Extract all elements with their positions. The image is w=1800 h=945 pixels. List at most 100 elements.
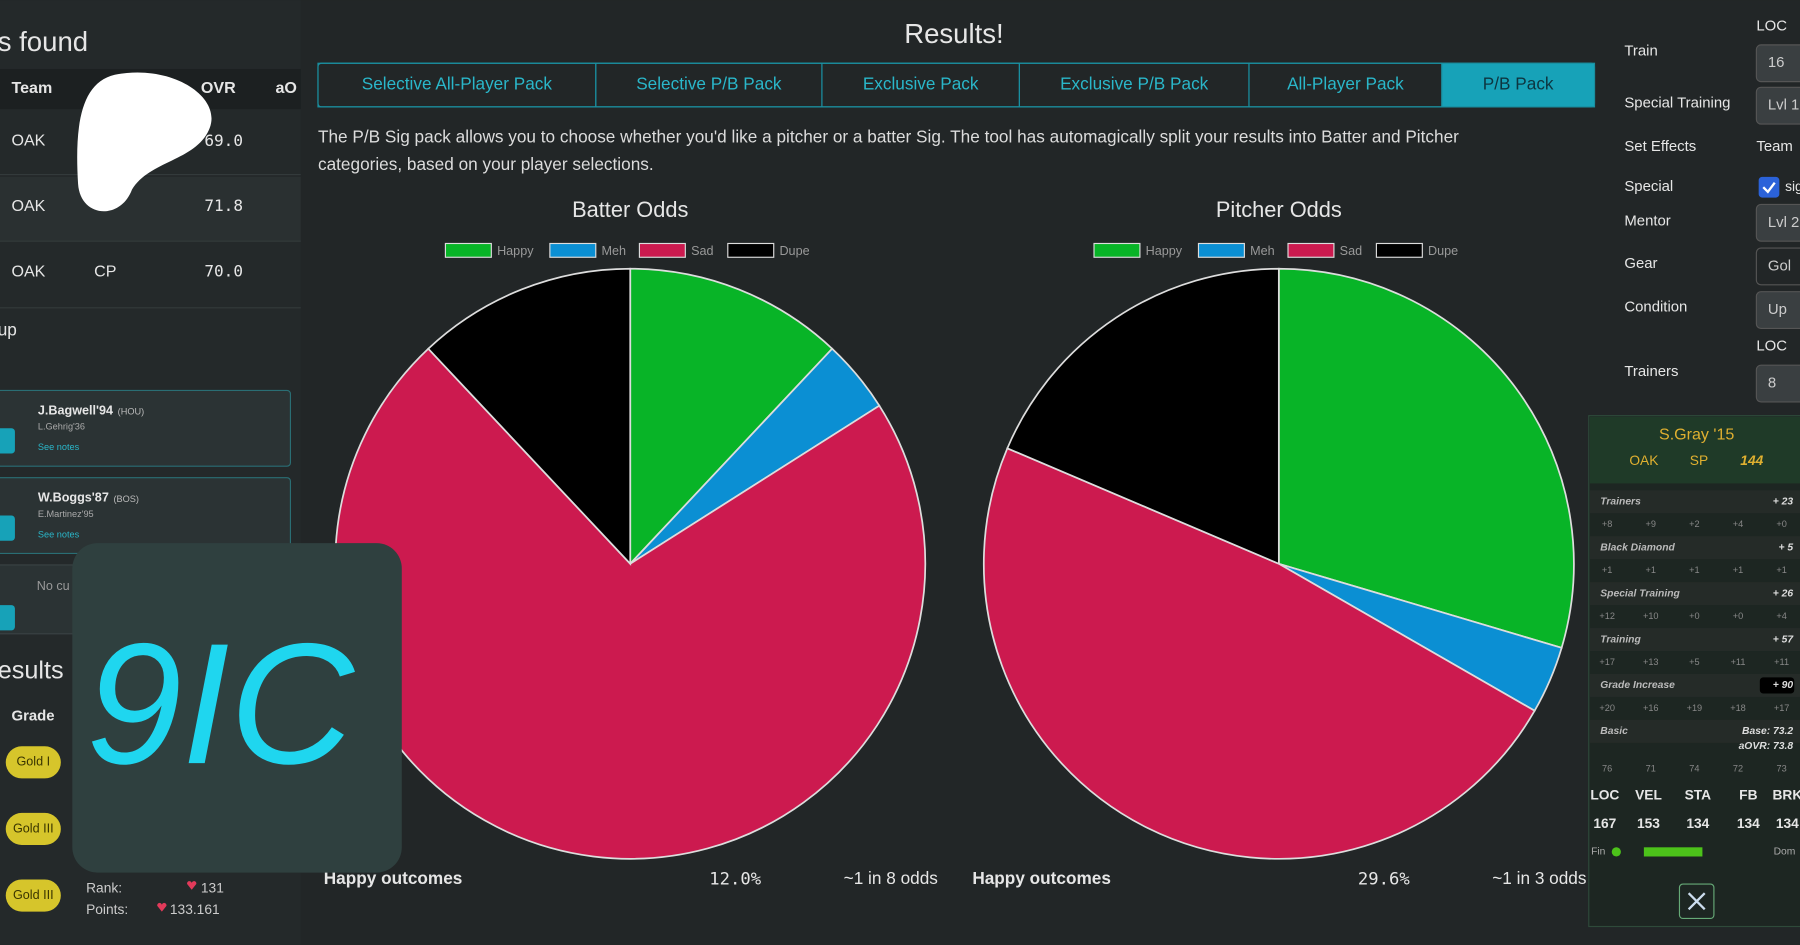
player-sub: E.Martinez'95	[38, 509, 94, 519]
player-team: (HOU)	[118, 407, 144, 417]
stat-value: 134	[1686, 816, 1709, 831]
player-name: J.Bagwell'94	[38, 403, 113, 417]
check	[1762, 181, 1776, 194]
chart-title: Pitcher Odds	[1216, 197, 1342, 222]
stat-band	[1589, 673, 1800, 697]
grade: Gold III	[13, 821, 54, 835]
grade: Gold III	[13, 888, 54, 902]
tab-label[interactable]: Selective All-Player Pack	[362, 74, 553, 94]
panel-title: s found	[0, 26, 88, 57]
tab-label[interactable]: Selective P/B Pack	[636, 74, 782, 94]
legend-label: Sad	[1340, 244, 1362, 258]
tab-label[interactable]: P/B Pack	[1483, 74, 1554, 94]
checkbox[interactable]	[1758, 176, 1780, 198]
player-name: W.Boggs'87	[38, 491, 109, 505]
boost-cell: +17	[1599, 657, 1615, 667]
page-title: Results!	[904, 18, 1004, 49]
summary-value: 12.0%	[709, 869, 761, 889]
loc-header: LOC	[1756, 17, 1787, 34]
input-box[interactable]	[1755, 203, 1800, 242]
slot-badge	[0, 605, 15, 631]
card-header	[1589, 416, 1800, 484]
column-header: aO	[276, 79, 297, 97]
stat-band	[1589, 719, 1800, 743]
player-slot	[0, 389, 292, 467]
fin-label: Fin	[1591, 847, 1606, 858]
boost-cell: +1	[1689, 565, 1699, 575]
chart-title: Batter Odds	[572, 197, 688, 222]
pie-slice	[1277, 267, 1575, 649]
tab[interactable]	[1441, 62, 1596, 108]
tab-label[interactable]: Exclusive Pack	[863, 74, 979, 94]
boost-value: Base: 73.2	[1742, 726, 1793, 737]
boost-cell: +20	[1599, 703, 1615, 713]
stat-band	[1589, 490, 1800, 514]
boost-cell: +4	[1733, 519, 1743, 529]
input-box[interactable]	[1755, 364, 1800, 403]
input-box[interactable]	[1755, 86, 1800, 125]
column-header: Grade	[11, 707, 54, 724]
slot-badge	[0, 515, 15, 541]
table-cell: OAK	[11, 132, 45, 150]
heart	[187, 881, 197, 890]
stat-value: 167	[1593, 816, 1616, 831]
setting-value: Team	[1756, 138, 1792, 155]
table-cell: 70.0	[204, 262, 243, 281]
player-team: (BOS)	[113, 494, 138, 504]
boost-cell: 74	[1689, 764, 1699, 774]
setting-value: sig	[1785, 179, 1800, 194]
boost-cell: +13	[1643, 657, 1659, 667]
fin-dot	[1611, 847, 1621, 857]
boost-label: Basic	[1600, 726, 1628, 737]
column-header: OVR	[201, 79, 236, 97]
boost-cell: 76	[1602, 764, 1612, 774]
logo-box	[72, 543, 402, 873]
setting-label: Trainers	[1624, 363, 1678, 380]
boost-cell: 71	[1646, 764, 1656, 774]
stat-header: VEL	[1635, 787, 1662, 802]
pie-slice	[427, 267, 632, 566]
boost-value: + 57	[1773, 634, 1795, 645]
boost-cell: +4	[1776, 611, 1786, 621]
input-box[interactable]	[1755, 247, 1800, 286]
boost-cell: +16	[1643, 703, 1659, 713]
section-title: esults	[0, 656, 64, 684]
boost-cell: +10	[1643, 611, 1659, 621]
dom-label: Dom	[1774, 847, 1796, 858]
boost-cell: +9	[1646, 519, 1656, 529]
input-box[interactable]	[1755, 291, 1800, 330]
legend-label: Dupe	[779, 244, 809, 258]
boost-cell: +1	[1602, 565, 1612, 575]
logo: 9IC	[86, 608, 356, 800]
summary-odds: ~1 in 3 odds	[1492, 868, 1586, 888]
boost-cell: +11	[1774, 657, 1789, 667]
legend-swatch	[1375, 242, 1423, 258]
setting-label: Special Training	[1624, 94, 1730, 111]
boost-cell: +8	[1602, 519, 1612, 529]
setting-value: 8	[1768, 374, 1776, 391]
legend-swatch	[1093, 242, 1141, 258]
boost-label: Training	[1600, 634, 1641, 645]
empty-slot: No cu	[37, 579, 70, 593]
pie-slice	[629, 267, 834, 566]
stat-header: LOC	[1590, 787, 1619, 802]
points-label: Points:	[86, 902, 128, 917]
boost-cell: +1	[1646, 565, 1656, 575]
boost-badge	[1759, 677, 1795, 694]
description: categories, based on your player selecti…	[318, 154, 654, 174]
tool-button[interactable]	[1678, 883, 1715, 920]
logo-blob	[77, 72, 212, 212]
boost-label: Trainers	[1600, 497, 1641, 508]
tab-label[interactable]: All-Player Pack	[1287, 74, 1404, 94]
tab-label[interactable]: Exclusive P/B Pack	[1060, 74, 1209, 94]
stat-band	[1589, 628, 1800, 652]
setting-value: Up	[1768, 301, 1787, 318]
boost-cell: +2	[1689, 519, 1699, 529]
boost-label: Grade Increase	[1600, 680, 1675, 691]
input-box[interactable]	[1755, 44, 1800, 83]
setting-label: Mentor	[1624, 213, 1670, 230]
setting-label: Condition	[1624, 299, 1687, 316]
aovr: aOVR: 73.8	[1739, 741, 1794, 752]
legend-label: Happy	[497, 244, 534, 258]
table-cell: OAK	[11, 262, 45, 280]
